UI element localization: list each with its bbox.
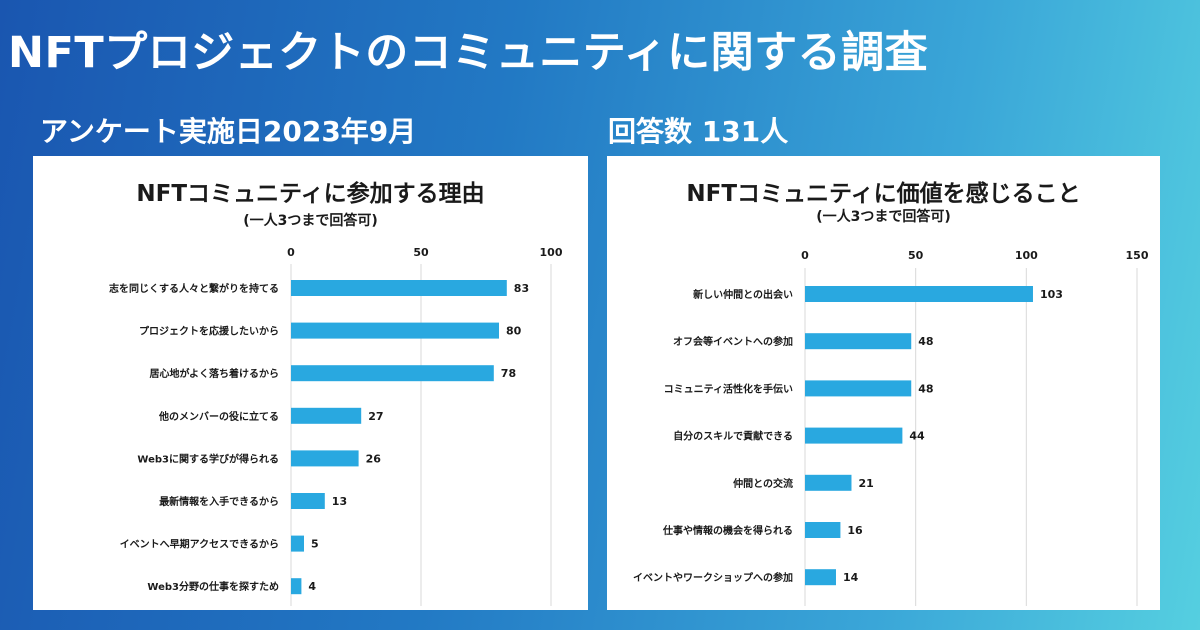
data-label: 48	[918, 382, 933, 395]
data-label: 103	[1040, 288, 1063, 301]
bar	[805, 427, 903, 444]
data-label: 4	[308, 580, 316, 593]
bar	[291, 493, 325, 509]
category-label: 新しい仲間との出会い	[693, 288, 793, 301]
tick-label: 50	[413, 246, 429, 259]
bar	[291, 450, 359, 467]
bar	[291, 535, 304, 552]
tick-label: 100	[540, 246, 563, 259]
data-label: 14	[843, 571, 859, 584]
category-label: Web3分野の仕事を探すため	[147, 580, 279, 593]
data-label: 44	[909, 430, 925, 443]
category-label: オフ会等イベントへの参加	[673, 335, 793, 348]
chart-title-value: NFTコミュニティに価値を感じること	[686, 181, 1081, 207]
chart-note-reasons: (一人3つまで回答可)	[243, 213, 378, 229]
tick-label: 0	[287, 246, 295, 259]
category-label: Web3に関する学びが得られる	[137, 452, 279, 465]
data-label: 13	[332, 495, 347, 508]
tick-label: 150	[1126, 249, 1149, 262]
chart-panel-value: NFTコミュニティに価値を感じること (一人3つまで回答可) 0 50 100 150…	[607, 156, 1160, 610]
respondent-count: 回答数 131人	[608, 115, 789, 148]
bar	[291, 280, 507, 296]
data-label: 78	[501, 367, 516, 380]
category-label: イベントへ早期アクセスできるから	[120, 538, 279, 551]
data-label: 26	[366, 452, 382, 465]
bar-chart-reasons: 0 50 100 志を同じくする人々と繋がりを持てる 83 プロジェクトを応援したいから 8…	[109, 246, 563, 606]
bar	[805, 522, 841, 538]
bar	[805, 474, 852, 491]
category-label: イベントやワークショップへの参加	[633, 571, 793, 584]
category-label: 居心地がよく落ち着けるから	[150, 367, 280, 380]
bar-chart-value: 0 50 100 150 新しい仲間との出会い 103 オフ会等イベントへの参加 48 コミュニ…	[633, 249, 1149, 606]
bar	[291, 578, 302, 595]
data-label: 21	[858, 477, 873, 490]
category-label: 最新情報を入手できるから	[159, 495, 279, 508]
bar	[805, 569, 836, 586]
category-label: 他のメンバーの役に立てる	[158, 410, 279, 423]
chart-panel-reasons: NFTコミュニティに参加する理由 (一人3つまで回答可) 0 50 100 志を同じく…	[33, 156, 588, 610]
bar	[291, 365, 494, 382]
bar	[291, 322, 499, 339]
bar	[805, 333, 912, 350]
category-label: 志を同じくする人々と繋がりを持てる	[109, 282, 279, 295]
category-label: プロジェクトを応援したいから	[139, 325, 279, 338]
category-label: 仕事や情報の機会を得られる	[662, 524, 793, 537]
bar	[805, 286, 1033, 302]
data-label: 5	[311, 538, 319, 551]
bar	[291, 407, 362, 424]
data-label: 16	[847, 524, 863, 537]
tick-label: 50	[908, 249, 924, 262]
survey-date: アンケート実施日2023年9月	[40, 115, 417, 148]
tick-label: 100	[1015, 249, 1038, 262]
data-label: 80	[506, 325, 522, 338]
category-label: 仲間との交流	[733, 477, 793, 490]
data-label: 48	[918, 335, 933, 348]
chart-title-reasons: NFTコミュニティに参加する理由	[136, 181, 485, 207]
page-title: NFTプロジェクトのコミュニティに関する調査	[8, 28, 929, 78]
chart-note-value: (一人3つまで回答可)	[816, 209, 951, 225]
bar	[805, 380, 912, 397]
tick-label: 0	[801, 249, 809, 262]
data-label: 83	[514, 282, 529, 295]
data-label: 27	[368, 410, 383, 423]
category-label: 自分のスキルで貢献できる	[673, 430, 793, 443]
category-label: コミュニティ活性化を手伝い	[664, 382, 793, 395]
